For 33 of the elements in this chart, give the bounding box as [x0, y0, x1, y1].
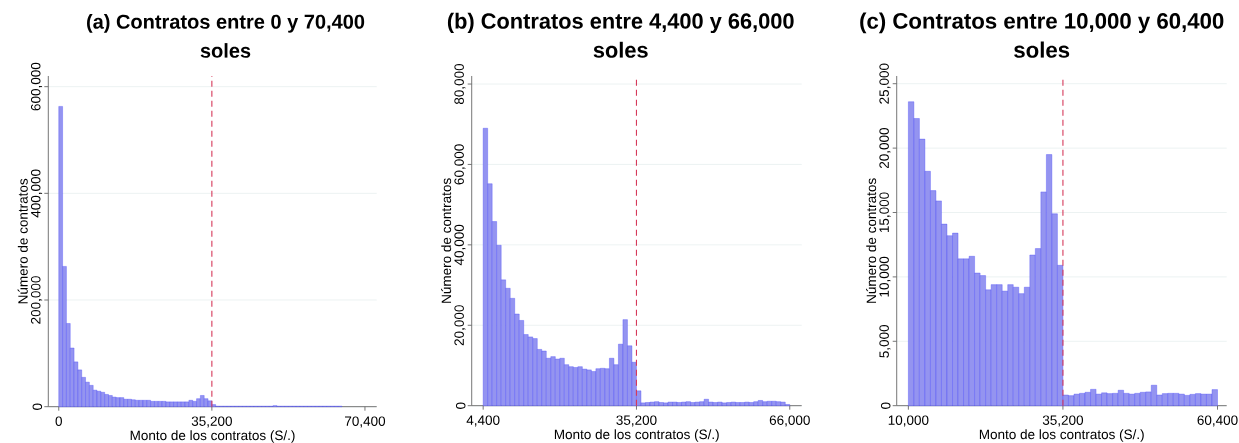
x-axis-title: Monto de los contratos (S/.) [979, 429, 1144, 442]
chart-title: (c) Contratos entre 10,000 y 60,400 soles [860, 12, 1224, 58]
y-tick-label: 5,000 [879, 324, 891, 358]
x-tick-label: 10,000 [888, 415, 929, 427]
y-tick-label: 40,000 [454, 224, 466, 266]
x-tick-label: 66,000 [769, 415, 810, 427]
y-tick-label: 0 [455, 402, 466, 409]
y-tick-label: 400,000 [30, 169, 43, 218]
y-tick-label: 25,000 [879, 63, 891, 104]
y-axis-title: Número de contratos [17, 178, 28, 304]
x-axis-title: Monto de los contratos (S/.) [554, 429, 719, 442]
y-tick-label: 80,000 [454, 63, 466, 105]
x-tick-label: 0 [55, 416, 62, 426]
y-tick-label: 60,000 [454, 144, 466, 185]
chart-title: (a) Contratos entre 0 y 70,400 soles [87, 14, 365, 58]
x-tick-label: 35,200 [191, 416, 232, 428]
y-tick-label: 0 [880, 402, 891, 409]
y-tick-label: 200,000 [30, 276, 43, 324]
x-axis-title: Monto de los contratos (S/.) [130, 430, 295, 443]
chart-title: (b) Contratos entre 4,400 y 66,000 soles [447, 12, 794, 58]
y-tick-label: 10,000 [879, 256, 891, 297]
x-tick-label: 70,400 [345, 416, 386, 428]
y-tick-label: 20,000 [454, 305, 466, 346]
x-tick-label: 4,400 [466, 415, 500, 427]
y-tick-label: 20,000 [879, 128, 891, 169]
y-tick-label: 15,000 [879, 192, 891, 233]
x-tick-label: 35,200 [1042, 415, 1084, 427]
y-axis-title: Número de contratos [441, 178, 452, 303]
x-tick-label: 35,200 [616, 415, 657, 427]
y-axis-title: Número de contratos [866, 178, 877, 303]
y-tick-label: 600,000 [30, 62, 43, 111]
y-tick-label: 0 [32, 403, 43, 410]
x-tick-label: 60,400 [1197, 415, 1238, 427]
